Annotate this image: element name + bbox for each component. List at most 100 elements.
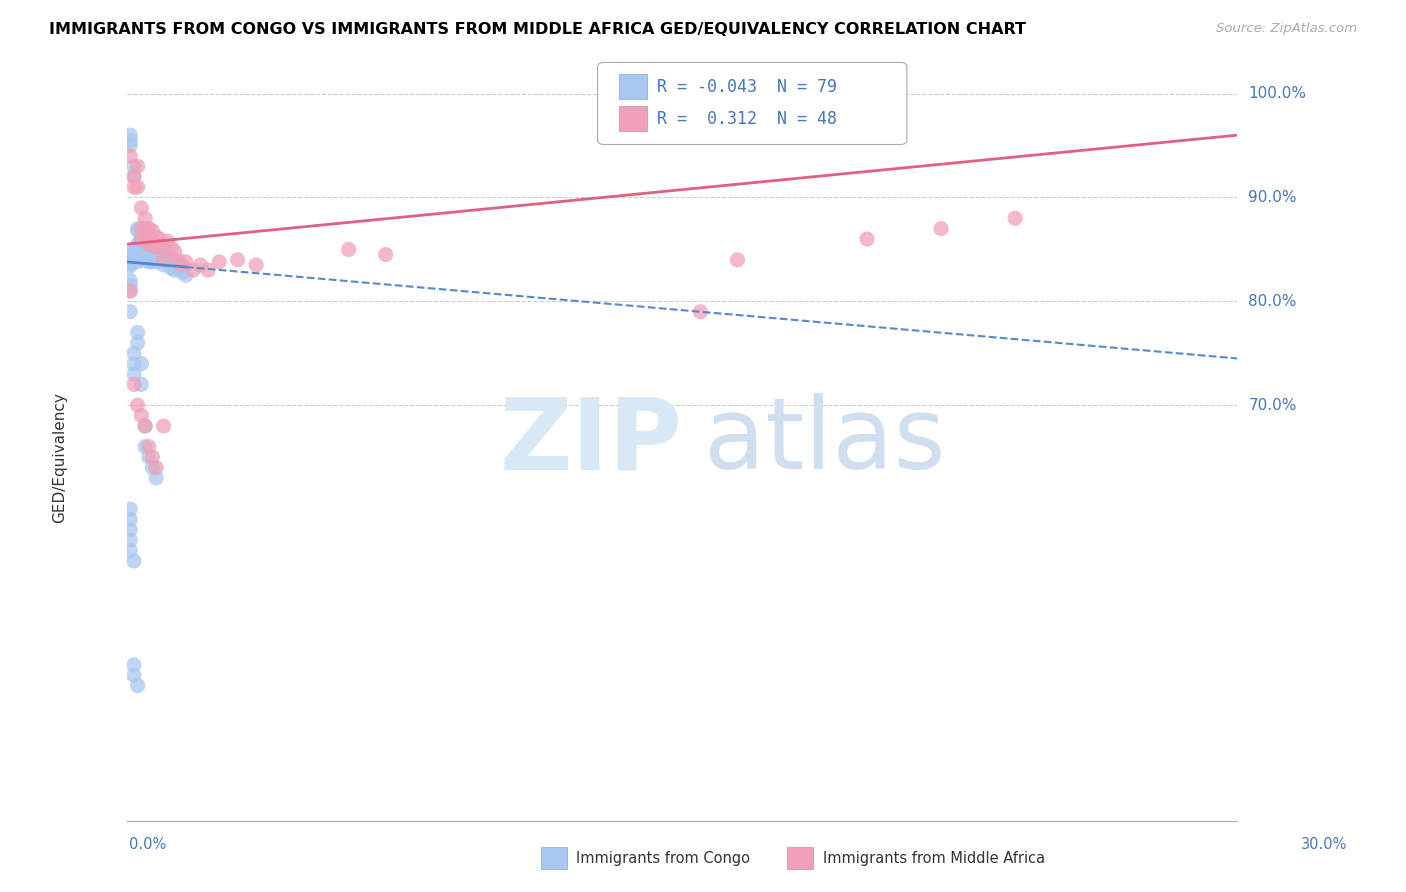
Point xyxy=(152,243,174,257)
Point xyxy=(149,252,172,267)
Point xyxy=(134,232,156,246)
Point xyxy=(141,237,163,252)
Point xyxy=(127,240,149,254)
Point xyxy=(120,284,142,298)
Point xyxy=(138,450,160,464)
Point xyxy=(160,261,183,276)
Point xyxy=(134,419,156,434)
Point xyxy=(197,263,219,277)
Point xyxy=(138,237,160,252)
Point xyxy=(131,221,153,235)
Point xyxy=(163,244,186,259)
Point xyxy=(127,398,149,412)
Point xyxy=(122,244,145,259)
Point xyxy=(145,460,167,475)
Point xyxy=(127,180,149,194)
Point xyxy=(145,240,167,254)
Point xyxy=(138,255,160,269)
Point xyxy=(127,679,149,693)
Point xyxy=(163,263,186,277)
Point xyxy=(156,255,179,269)
Point xyxy=(245,258,267,272)
Point xyxy=(122,159,145,173)
Point xyxy=(134,240,156,254)
Point xyxy=(120,252,142,267)
Point xyxy=(131,252,153,267)
Point xyxy=(156,247,179,261)
Point xyxy=(174,268,197,283)
Text: GED/Equivalency: GED/Equivalency xyxy=(52,392,67,523)
Point xyxy=(156,234,179,248)
Point xyxy=(120,133,142,147)
Point xyxy=(131,234,153,248)
Point xyxy=(160,252,183,267)
Point xyxy=(134,252,156,267)
Point xyxy=(120,304,142,318)
Point xyxy=(152,419,174,434)
Point xyxy=(172,258,194,272)
Point xyxy=(122,357,145,371)
Point xyxy=(134,237,156,252)
Point xyxy=(145,255,167,269)
Point xyxy=(689,304,711,318)
Point xyxy=(127,335,149,350)
Point xyxy=(120,543,142,558)
Text: 90.0%: 90.0% xyxy=(1249,190,1296,205)
Point xyxy=(127,237,149,252)
Point xyxy=(122,180,145,194)
Point xyxy=(122,251,145,265)
Point xyxy=(131,232,153,246)
Point xyxy=(122,668,145,682)
Point xyxy=(120,533,142,548)
Point xyxy=(122,246,145,260)
Point xyxy=(141,460,163,475)
Point xyxy=(131,409,153,423)
Text: 0.0%: 0.0% xyxy=(129,837,166,852)
Point xyxy=(929,221,952,235)
Point xyxy=(167,258,190,272)
Point xyxy=(145,240,167,254)
Point xyxy=(172,261,194,276)
Point xyxy=(122,377,145,392)
Text: 100.0%: 100.0% xyxy=(1249,87,1306,101)
Text: Source: ZipAtlas.com: Source: ZipAtlas.com xyxy=(1216,22,1357,36)
Point xyxy=(120,255,142,269)
Point xyxy=(181,263,204,277)
Point xyxy=(131,377,153,392)
Point xyxy=(131,201,153,215)
Point xyxy=(138,232,160,246)
Point xyxy=(120,128,142,143)
Point xyxy=(138,440,160,454)
Point xyxy=(122,657,145,672)
Point xyxy=(141,244,163,259)
Point xyxy=(145,471,167,485)
Point xyxy=(131,232,153,246)
Point xyxy=(163,255,186,269)
Point xyxy=(152,252,174,267)
Point xyxy=(122,249,145,263)
Point xyxy=(127,224,149,238)
Point xyxy=(134,221,156,235)
Point xyxy=(174,255,197,269)
Text: R = -0.043  N = 79: R = -0.043 N = 79 xyxy=(657,78,837,95)
Point xyxy=(131,357,153,371)
Text: Immigrants from Middle Africa: Immigrants from Middle Africa xyxy=(823,851,1045,865)
Point xyxy=(152,247,174,261)
Point xyxy=(145,230,167,244)
Point xyxy=(374,247,396,261)
Point xyxy=(127,252,149,267)
Text: Immigrants from Congo: Immigrants from Congo xyxy=(576,851,751,865)
Point xyxy=(120,259,142,273)
Text: 30.0%: 30.0% xyxy=(1301,837,1347,852)
Point xyxy=(122,169,145,184)
Point xyxy=(149,244,172,259)
Point xyxy=(120,257,142,271)
Point xyxy=(120,274,142,288)
Point xyxy=(1004,211,1026,226)
Point xyxy=(134,244,156,259)
Text: ZIP: ZIP xyxy=(499,393,682,490)
Point xyxy=(127,326,149,340)
Point xyxy=(208,255,231,269)
Text: 70.0%: 70.0% xyxy=(1249,398,1296,413)
Point xyxy=(120,512,142,526)
